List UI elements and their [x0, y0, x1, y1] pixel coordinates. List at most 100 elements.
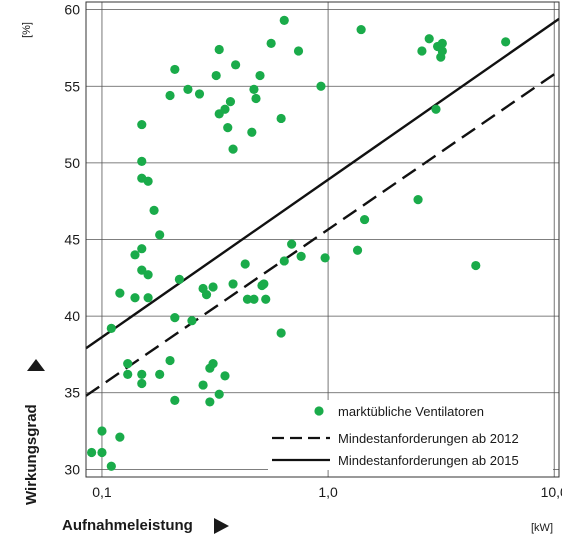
data-point	[287, 239, 297, 249]
data-point	[123, 359, 133, 369]
y-tick-label: 40	[64, 308, 80, 324]
data-point	[437, 46, 447, 56]
x-axis-title: Aufnahmeleistung	[62, 517, 229, 534]
data-point	[413, 195, 423, 205]
data-point	[165, 90, 175, 101]
data-point	[249, 294, 259, 304]
data-point	[97, 426, 107, 436]
data-point	[231, 60, 241, 70]
y-tick-label: 35	[64, 385, 80, 401]
y-axis-arrow-icon	[27, 359, 45, 371]
data-point	[106, 461, 116, 471]
data-point	[149, 205, 159, 215]
data-point	[249, 84, 259, 94]
data-point	[214, 389, 224, 399]
data-point	[115, 432, 125, 442]
data-point	[225, 96, 236, 107]
data-point	[137, 156, 147, 166]
data-point	[170, 395, 180, 405]
data-points	[87, 15, 511, 471]
x-tick-label: 10,0	[541, 484, 562, 500]
data-point	[424, 34, 434, 44]
data-point	[501, 37, 511, 47]
data-point	[276, 328, 286, 338]
legend-point-marker	[314, 406, 324, 416]
x-unit: [kW]	[531, 522, 553, 534]
data-point	[123, 369, 133, 379]
data-point	[261, 294, 271, 304]
legend-label-2015: Mindestanforderungen ab 2015	[338, 453, 519, 468]
data-point	[205, 397, 215, 407]
y-axis-title: Wirkungsgrad	[23, 359, 45, 505]
x-tick-labels: 0,1 1,0 10,0	[92, 484, 562, 500]
data-point	[279, 256, 289, 266]
data-point	[194, 89, 205, 99]
x-tick-label: 1,0	[318, 484, 338, 500]
data-point	[356, 24, 366, 35]
data-point	[198, 380, 208, 390]
data-point	[87, 447, 97, 458]
data-point	[211, 70, 221, 81]
data-point	[143, 270, 153, 280]
data-point	[220, 371, 230, 381]
data-point	[251, 93, 261, 104]
line-2015	[85, 17, 560, 350]
data-point	[276, 113, 286, 124]
data-point	[170, 313, 180, 323]
data-point	[174, 274, 184, 284]
data-point	[255, 70, 265, 81]
y-tick-label: 55	[64, 78, 80, 94]
legend-label-2012: Mindestanforderungen ab 2012	[338, 431, 519, 446]
y-tick-label: 60	[64, 2, 80, 18]
data-point	[431, 104, 441, 114]
data-point	[359, 214, 370, 225]
data-point	[201, 290, 212, 300]
data-point	[266, 38, 276, 48]
data-point	[279, 15, 289, 25]
plot-frame	[85, 1, 560, 478]
data-point	[228, 279, 238, 289]
data-point	[170, 64, 180, 75]
data-point	[240, 259, 250, 269]
data-point	[293, 46, 304, 56]
data-point	[316, 81, 326, 91]
y-tick-label: 30	[64, 461, 80, 477]
data-point	[214, 44, 224, 55]
data-point	[137, 244, 147, 254]
x-axis-arrow-icon	[214, 518, 229, 534]
data-point	[208, 282, 218, 292]
y-unit: [%]	[21, 22, 33, 38]
data-point	[137, 265, 147, 275]
data-point	[417, 46, 427, 56]
data-point	[106, 323, 116, 333]
data-point	[187, 316, 197, 326]
data-point	[143, 293, 153, 303]
data-point	[228, 144, 238, 154]
data-point	[143, 176, 153, 186]
data-point	[259, 279, 269, 289]
data-point	[223, 123, 233, 133]
x-axis-title-text: Aufnahmeleistung	[62, 517, 193, 534]
data-point	[437, 38, 447, 48]
y-tick-label: 45	[64, 232, 80, 248]
y-tick-labels: 30 35 40 45 50 55 60	[64, 2, 80, 478]
data-point	[130, 293, 140, 303]
data-point	[97, 447, 107, 458]
data-point	[137, 369, 147, 379]
data-point	[352, 245, 363, 255]
legend: marktübliche Ventilatoren Mindestanforde…	[268, 400, 553, 470]
data-point	[155, 369, 165, 379]
data-point	[471, 260, 481, 271]
data-point	[247, 127, 257, 137]
data-point	[296, 251, 306, 261]
data-point	[115, 288, 125, 298]
data-point	[183, 84, 193, 94]
x-tick-label: 0,1	[92, 484, 112, 500]
data-point	[137, 378, 147, 389]
legend-label-points: marktübliche Ventilatoren	[338, 404, 484, 419]
data-point	[320, 253, 330, 263]
data-point	[155, 230, 165, 240]
data-point	[130, 250, 140, 260]
